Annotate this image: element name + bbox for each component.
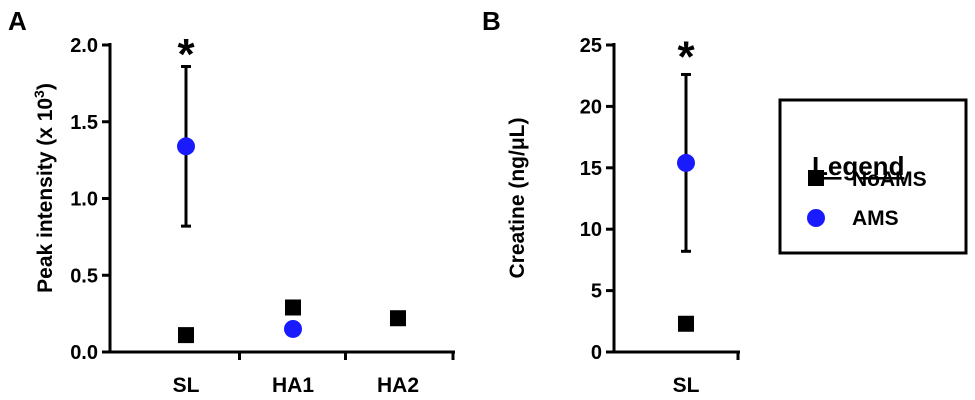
panel-a-point-ams: [284, 319, 302, 338]
panel-b-point-ams: [677, 153, 695, 172]
legend-ams-marker: [807, 209, 825, 227]
panel-b-y-tick-label: 0: [591, 342, 602, 364]
panel-a-label: A: [8, 6, 27, 36]
panel-a-y-tick-label: 1.0: [70, 189, 98, 211]
legend-title: Legend: [812, 151, 904, 181]
panel-b-y-tick-label: 10: [580, 219, 602, 241]
panel-a-x-tick-label: HA2: [377, 374, 419, 397]
legend-ams-label: AMS: [852, 207, 899, 230]
panel-b-significance-asterisk: *: [677, 32, 695, 81]
panel-a-point-noams: [285, 299, 301, 316]
panel-b-point-noams: [678, 315, 694, 332]
panel-a-y-tick-label: 0.5: [70, 265, 98, 287]
panel-b-y-tick-label: 15: [580, 158, 602, 180]
panel-a-point-ams: [177, 137, 195, 156]
panel-a-point-noams: [390, 310, 406, 327]
panel-b-label: B: [482, 6, 501, 36]
panel-b-y-tick-label: 5: [591, 281, 602, 303]
panel-a-x-tick-label: HA1: [272, 374, 314, 397]
legend: Legend NoAMS AMS: [778, 98, 968, 255]
panel-a-x-tick-label: SL: [173, 374, 200, 397]
panel-a-y-tick-label: 0.0: [70, 342, 98, 364]
panel-a-y-tick-label: 2.0: [70, 35, 98, 57]
legend-noams-marker: [808, 170, 824, 186]
panel-a-significance-asterisk: *: [177, 30, 195, 79]
panel-a-y-tick-label: 1.5: [70, 112, 98, 134]
panel-b-x-tick-label: SL: [673, 374, 700, 397]
panel-b-y-tick-label: 20: [580, 96, 602, 118]
legend-noams-label: NoAMS: [852, 168, 927, 191]
panel-b-y-tick-label: 25: [580, 35, 602, 57]
panel-a-y-axis-title: Peak intensity (x 103): [31, 83, 57, 293]
panel-a-point-noams: [178, 327, 194, 344]
panel-b-y-axis-title: Creatine (ng/μL): [506, 117, 529, 278]
